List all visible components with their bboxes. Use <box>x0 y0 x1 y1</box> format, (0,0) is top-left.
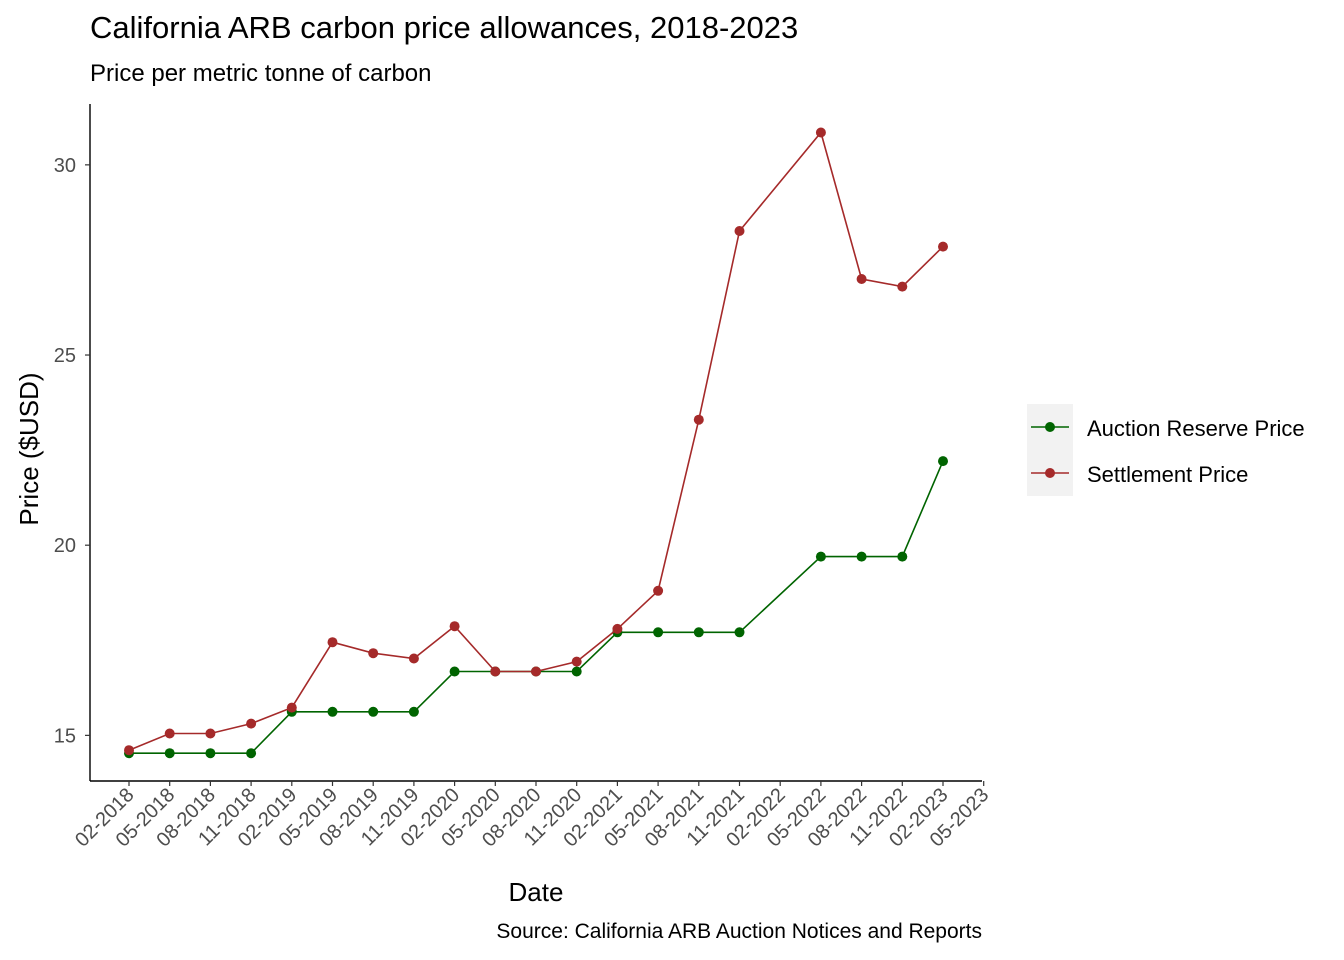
axes <box>89 104 982 782</box>
chart-caption: Source: California ARB Auction Notices a… <box>496 920 982 943</box>
data-point <box>531 666 541 677</box>
data-point <box>164 748 175 759</box>
data-point <box>571 666 582 677</box>
data-point <box>164 728 175 739</box>
x-axis-title: Date <box>509 877 564 907</box>
legend-key-auction-reserve <box>1027 404 1073 450</box>
data-point <box>856 274 867 284</box>
data-point <box>693 414 704 425</box>
data-point <box>653 585 664 596</box>
data-point <box>327 706 338 717</box>
data-point <box>897 281 908 292</box>
data-point <box>408 653 419 664</box>
series-line <box>128 130 944 751</box>
data-point <box>897 551 908 562</box>
data-point <box>653 627 664 638</box>
data-point <box>368 706 379 717</box>
y-tick-label: 20 <box>54 535 76 557</box>
data-point <box>815 127 826 138</box>
data-point <box>368 648 379 659</box>
data-point <box>815 551 826 562</box>
data-point <box>856 551 867 562</box>
legend-key-settlement <box>1027 450 1073 496</box>
y-tick-label: 15 <box>54 725 76 747</box>
data-point <box>734 627 745 638</box>
y-axis-title: Price ($USD) <box>14 372 44 525</box>
chart-title: California ARB carbon price allowances, … <box>90 10 799 45</box>
x-ticks: 02-201805-201808-201811-201802-201905-20… <box>71 781 993 851</box>
y-ticks: 15 20 25 30 <box>54 155 90 747</box>
data-point <box>734 226 745 236</box>
data-point <box>612 623 623 634</box>
data-point <box>205 748 216 759</box>
data-point <box>327 637 338 648</box>
data-point <box>408 706 419 717</box>
y-tick-label: 25 <box>54 345 76 367</box>
series-layer <box>124 127 948 759</box>
y-tick-label: 30 <box>54 155 76 177</box>
data-point <box>938 241 948 252</box>
data-point <box>246 748 257 759</box>
data-point <box>246 718 257 729</box>
data-point <box>449 621 460 632</box>
series-line <box>129 460 944 755</box>
data-point <box>490 666 501 677</box>
chart-subtitle: Price per metric tonne of carbon <box>90 60 432 87</box>
data-point <box>205 728 216 739</box>
legend-label-settlement: Settlement Price <box>1087 462 1249 487</box>
legend-label-auction-reserve: Auction Reserve Price <box>1087 416 1305 441</box>
data-point <box>124 745 134 756</box>
data-point <box>938 456 948 467</box>
data-point <box>286 702 297 713</box>
data-point <box>571 656 582 667</box>
data-point <box>693 627 704 638</box>
data-point <box>449 666 460 677</box>
